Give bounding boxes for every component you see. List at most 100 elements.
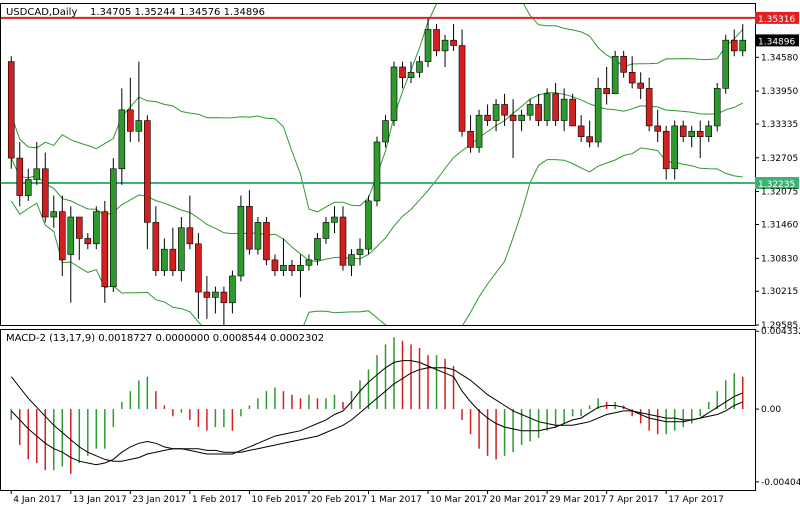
candle-body xyxy=(569,98,576,127)
candle-body xyxy=(594,88,602,143)
candle-body xyxy=(356,248,364,255)
candle xyxy=(152,206,160,276)
candle xyxy=(288,259,296,276)
candle-body xyxy=(467,130,474,148)
candle xyxy=(382,115,389,148)
date-tick-label: 13 Jan 2017 xyxy=(73,495,127,505)
symbol-label: USDCAD,Daily xyxy=(6,7,77,18)
candle xyxy=(144,115,151,250)
candle xyxy=(509,99,517,159)
candle-body xyxy=(50,211,58,218)
candle xyxy=(441,34,449,67)
candle xyxy=(450,24,457,51)
candle xyxy=(416,56,423,78)
candle-body xyxy=(586,136,593,143)
candle xyxy=(195,233,202,319)
candle xyxy=(161,238,168,276)
ohlc-label: 1.34705 1.35244 1.34576 1.34896 xyxy=(90,7,265,18)
candle xyxy=(543,88,551,126)
candle xyxy=(603,66,610,105)
candle xyxy=(314,233,321,266)
candle xyxy=(399,61,406,89)
candle-body xyxy=(713,88,721,127)
resistance-price-tag xyxy=(755,11,799,24)
candle-body xyxy=(365,200,372,250)
candle-body xyxy=(288,264,296,271)
candle-body xyxy=(552,93,559,121)
price-tick-label: 1.30830 xyxy=(761,254,798,264)
candle xyxy=(118,88,126,185)
candle xyxy=(594,77,602,148)
candle-body xyxy=(254,222,262,250)
macd-series xyxy=(10,337,744,474)
candle-body xyxy=(373,141,381,202)
candle-body xyxy=(348,254,355,266)
candle-body xyxy=(739,39,747,52)
candle-body xyxy=(535,104,542,121)
candle xyxy=(203,275,211,319)
candle xyxy=(611,50,619,95)
candle-body xyxy=(611,55,619,95)
candle-body xyxy=(671,125,679,170)
candle xyxy=(739,24,747,57)
candle xyxy=(645,77,653,132)
candle-body xyxy=(135,120,143,132)
last-price-label: 1.34896 xyxy=(758,37,795,47)
candle-body xyxy=(220,291,228,304)
candle-body xyxy=(263,222,270,261)
candle-body xyxy=(331,216,338,223)
date-tick-label: 10 Mar 2017 xyxy=(430,495,487,505)
candle-body xyxy=(93,211,100,245)
candle-body xyxy=(237,205,245,277)
candle-body xyxy=(492,104,500,121)
support-price-tag xyxy=(755,176,799,189)
candle xyxy=(535,93,542,126)
candle-body xyxy=(509,114,517,121)
candle xyxy=(501,93,508,126)
candle xyxy=(484,104,491,126)
candle-body xyxy=(33,168,41,180)
candle xyxy=(577,115,585,142)
candle xyxy=(229,270,236,314)
bollinger-lower xyxy=(10,147,743,325)
candle xyxy=(458,29,466,137)
candle xyxy=(696,120,704,159)
candle xyxy=(671,120,679,180)
candle-body xyxy=(705,125,713,137)
candle xyxy=(424,18,432,67)
candle-body xyxy=(229,275,236,304)
date-tick-label: 17 Apr 2017 xyxy=(668,495,724,505)
candle-body xyxy=(518,114,525,121)
candle xyxy=(518,109,525,132)
candle xyxy=(101,200,109,303)
candle xyxy=(713,83,721,132)
candle-body xyxy=(628,72,636,84)
candle xyxy=(75,216,83,260)
candle-body xyxy=(399,66,406,78)
candle-body xyxy=(118,109,126,170)
candle-body xyxy=(688,130,696,137)
candle-body xyxy=(314,238,321,261)
candle-body xyxy=(662,130,670,170)
candle xyxy=(84,233,92,250)
candle xyxy=(569,93,576,127)
date-tick-label: 20 Feb 2017 xyxy=(311,495,367,505)
candle-body xyxy=(696,130,704,137)
date-tick-label: 1 Mar 2017 xyxy=(370,495,421,505)
candle-body xyxy=(322,222,330,239)
candle xyxy=(339,206,347,271)
candle xyxy=(467,115,474,153)
candle xyxy=(58,195,66,276)
candle xyxy=(297,254,304,298)
candle xyxy=(356,238,364,266)
candle xyxy=(41,152,49,223)
macd-tick-label: 0.004332 xyxy=(761,327,800,337)
candle-body xyxy=(577,125,585,137)
date-tick-label: 20 Mar 2017 xyxy=(490,495,547,505)
candle xyxy=(730,29,738,57)
candle-body xyxy=(730,39,738,52)
candle xyxy=(560,88,568,132)
candle xyxy=(127,77,134,142)
candle-body xyxy=(67,216,75,255)
